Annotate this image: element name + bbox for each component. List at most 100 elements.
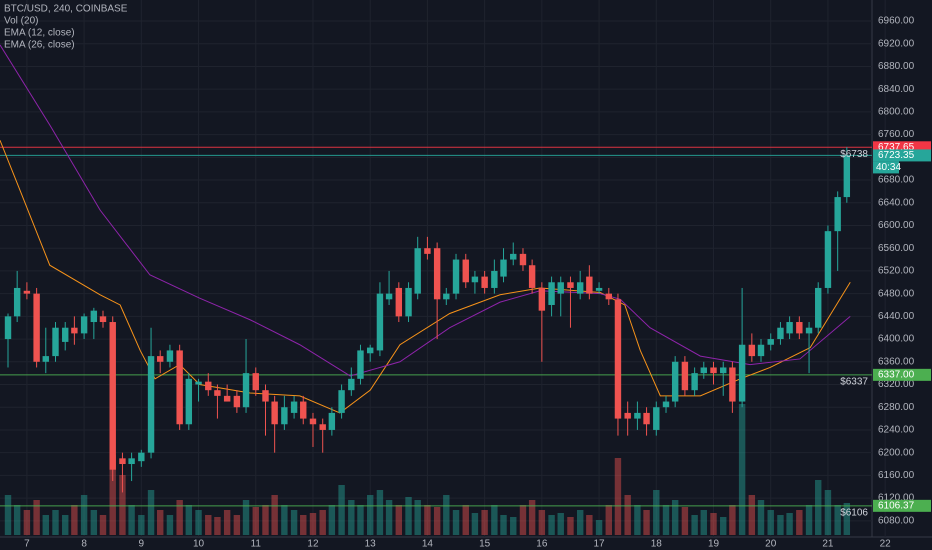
candle-body — [242, 373, 250, 408]
volume-bar — [700, 510, 707, 535]
volume-bar — [376, 490, 384, 535]
price-level-text: $6738 — [840, 149, 868, 160]
volume-bar — [357, 505, 364, 535]
countdown-box — [873, 161, 899, 174]
volume-bar — [195, 510, 202, 535]
volume-bar — [242, 500, 250, 535]
x-tick-label: 14 — [422, 539, 434, 550]
candle-body — [662, 401, 670, 408]
x-tick-label: 21 — [822, 539, 834, 550]
volume-bar — [843, 503, 851, 535]
volume-bar — [767, 510, 774, 535]
volume-bar — [614, 458, 622, 535]
price-label: 6337.00 — [878, 369, 915, 380]
candle-body — [338, 390, 345, 413]
volume-bar — [205, 515, 212, 535]
volume-bar — [519, 505, 527, 535]
volume-bar — [538, 510, 546, 535]
volume-bar — [128, 505, 135, 535]
candle-body — [62, 327, 69, 342]
volume-bar — [166, 515, 174, 535]
candle-body — [376, 293, 384, 351]
candle-body — [433, 248, 441, 300]
volume-bar — [405, 497, 412, 535]
volume-bar — [757, 500, 765, 535]
candle-body — [80, 316, 88, 334]
candle-body — [748, 344, 756, 357]
volume-bar — [33, 500, 40, 535]
candle-body — [519, 253, 527, 266]
volume-bar — [576, 510, 584, 535]
legend-ema: EMA (12, close) — [4, 28, 75, 39]
candle-body — [462, 259, 469, 283]
candle-body — [71, 327, 78, 334]
y-tick-label: 6920.00 — [878, 38, 915, 49]
chart-title: BTC/USD, 240, COINBASE — [4, 4, 128, 15]
candle-body — [653, 407, 660, 430]
volume-bar — [214, 517, 221, 535]
x-tick-label: 19 — [708, 539, 720, 550]
y-tick-label: 6120.00 — [878, 493, 915, 504]
volume-bar — [414, 500, 421, 535]
volume-bar — [605, 505, 613, 535]
candle-body — [777, 327, 784, 340]
candle-body — [214, 390, 221, 396]
ema-line — [0, 44, 851, 377]
volume-bar — [319, 510, 326, 535]
candle-body — [252, 373, 259, 391]
candle-body — [834, 197, 841, 232]
candle-body — [176, 350, 183, 425]
ema-line — [0, 140, 851, 414]
volume-bar — [223, 510, 231, 535]
volume-bar — [624, 495, 631, 535]
volume-bar — [805, 505, 813, 535]
volume-bar — [443, 495, 450, 535]
candle-body — [815, 287, 822, 328]
volume-bar — [71, 505, 78, 535]
candle-body — [634, 412, 641, 419]
candle-body — [300, 401, 307, 419]
candle-body — [729, 367, 736, 402]
volume-bar — [462, 505, 469, 535]
candle-body — [281, 407, 288, 425]
y-tick-label: 6520.00 — [878, 266, 915, 277]
candle-body — [147, 356, 155, 453]
volume-bar — [491, 505, 498, 535]
x-tick-label: 9 — [139, 539, 145, 550]
y-tick-label: 6160.00 — [878, 470, 915, 481]
candle-body — [471, 276, 479, 283]
candle-body — [452, 259, 460, 294]
volume-bar — [653, 490, 660, 535]
x-tick-label: 18 — [651, 539, 663, 550]
volume-bar — [671, 500, 679, 535]
price-label: 6737.65 — [878, 142, 915, 153]
y-tick-label: 6280.00 — [878, 402, 915, 413]
candle-body — [309, 418, 317, 425]
y-tick-label: 6080.00 — [878, 515, 915, 526]
candle-body — [42, 356, 49, 362]
candle-body — [767, 339, 774, 345]
y-tick-label: 6800.00 — [878, 107, 915, 118]
volume-bar — [452, 510, 460, 535]
candle-body — [681, 361, 689, 391]
volume-bar — [481, 510, 488, 535]
candle-body — [443, 293, 450, 300]
price-level-text: $6337 — [840, 376, 868, 387]
volume-bar — [691, 515, 698, 535]
volume-bar — [366, 495, 374, 535]
price-label-box — [873, 499, 931, 512]
volume-bar — [643, 510, 650, 535]
y-tick-label: 6360.00 — [878, 356, 915, 367]
candle-body — [738, 344, 746, 402]
volume-bar — [348, 500, 355, 535]
volume-bar — [338, 485, 345, 535]
x-tick-label: 12 — [307, 539, 319, 550]
candle-body — [328, 412, 336, 430]
candle-body — [567, 282, 574, 288]
y-tick-label: 6480.00 — [878, 288, 915, 299]
candle-body — [290, 401, 298, 413]
volume-bar — [595, 520, 603, 535]
candle-body — [691, 373, 698, 391]
candle-body — [614, 299, 622, 419]
